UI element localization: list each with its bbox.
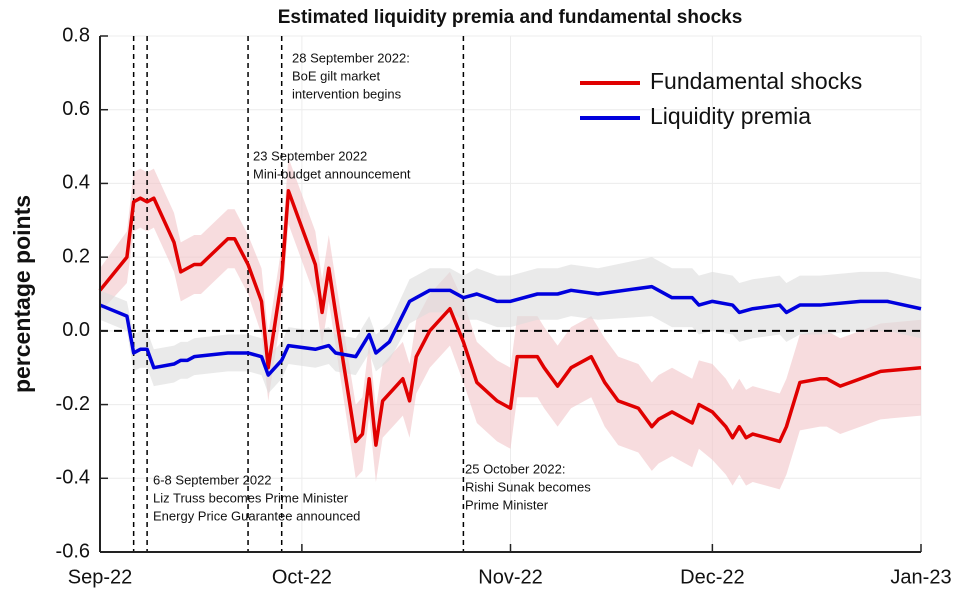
- y-tick-label: -0.4: [56, 467, 90, 489]
- x-tick-label: Jan-23: [890, 566, 951, 588]
- confidence-band: [100, 257, 921, 394]
- annotation: Liz Truss becomes Prime Minister: [153, 490, 349, 505]
- annotation: BoE gilt market: [292, 68, 381, 83]
- x-tick-label: Sep-22: [68, 566, 133, 588]
- series-line: [98, 189, 922, 447]
- annotation: Prime Minister: [465, 497, 549, 512]
- legend-label: Fundamental shocks: [650, 68, 862, 94]
- y-tick-label: 0.6: [62, 98, 90, 120]
- legend-label: Liquidity premia: [650, 103, 811, 129]
- series-line: [99, 284, 922, 377]
- y-tick-label: -0.6: [56, 540, 90, 562]
- y-tick-label: -0.2: [56, 393, 90, 415]
- y-tick-label: 0.4: [62, 172, 90, 194]
- annotation: 6-8 September 2022: [153, 472, 272, 487]
- annotation: intervention begins: [292, 86, 402, 101]
- annotation: 28 September 2022:: [292, 50, 410, 65]
- chart-title: Estimated liquidity premia and fundament…: [278, 7, 743, 28]
- y-tick-label: 0.0: [62, 319, 90, 341]
- x-tick-label: Nov-22: [478, 566, 542, 588]
- annotation: Rishi Sunak becomes: [465, 479, 591, 494]
- y-tick-label: 0.2: [62, 245, 90, 267]
- y-axis-label: percentage points: [9, 195, 35, 393]
- x-tick-label: Dec-22: [680, 566, 744, 588]
- annotation: 23 September 2022: [253, 148, 367, 163]
- y-tick-label: 0.8: [62, 24, 90, 46]
- annotation: Mini-budget announcement: [253, 166, 411, 181]
- annotation: Energy Price Guarantee announced: [153, 508, 360, 523]
- x-tick-label: Oct-22: [272, 566, 332, 588]
- annotation: 25 October 2022:: [465, 461, 565, 476]
